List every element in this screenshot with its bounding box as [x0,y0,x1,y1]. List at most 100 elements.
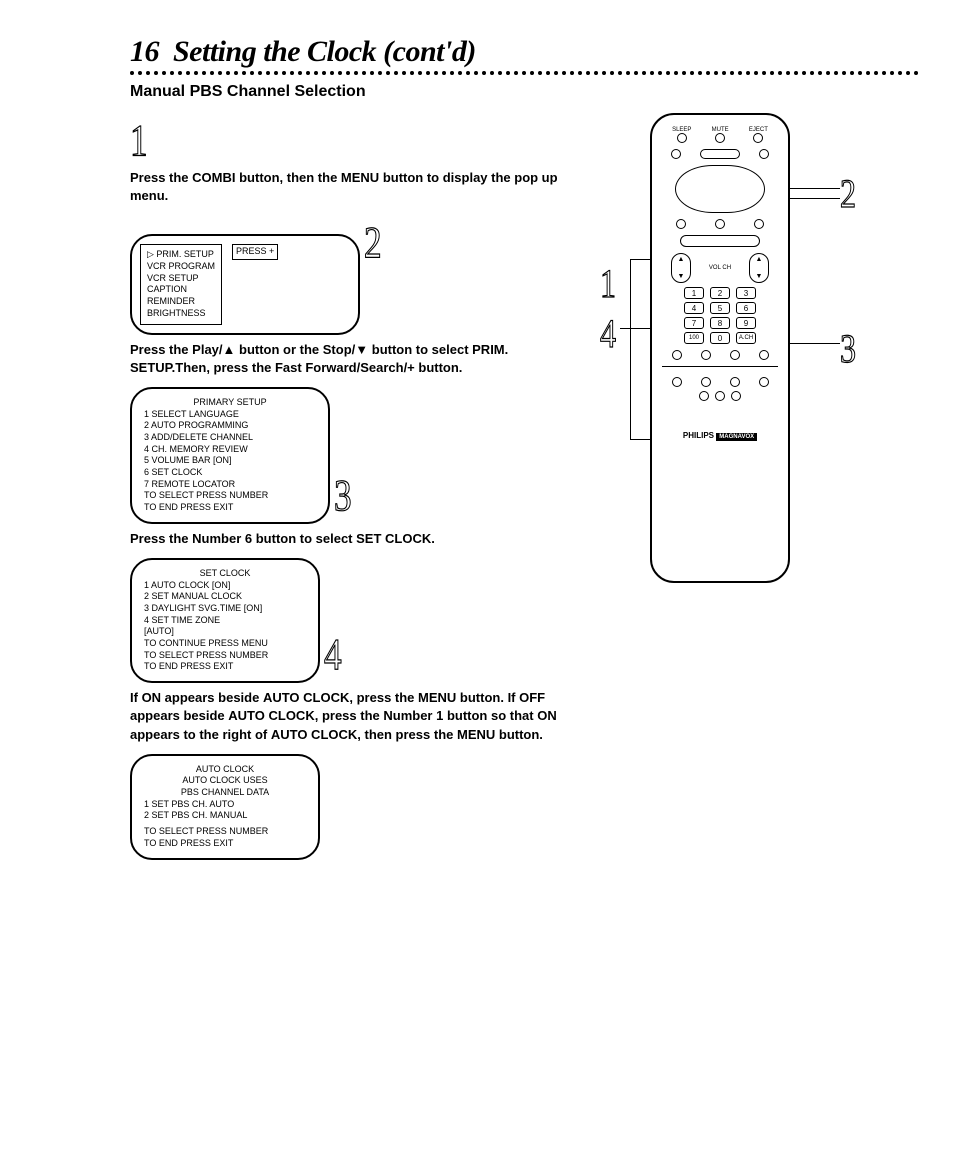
remote-top-row: SLEEP MUTE EJECT [662,127,778,145]
screen-subtitle: AUTO CLOCK USES [144,775,306,787]
menu-item: BRIGHTNESS [147,308,215,320]
menu-item: 2 SET PBS CH. MANUAL [144,810,306,822]
remote-control: SLEEP MUTE EJECT ▲▼ VOL CH ▲▼ [650,113,790,583]
oval-button [700,149,740,159]
menu-item: 5 VOLUME BAR [ON] [144,455,316,467]
circle-button [672,377,682,387]
screen-auto-clock: AUTO CLOCK AUTO CLOCK USES PBS CHANNEL D… [130,754,320,860]
num-7: 7 [684,317,704,329]
eject-button [753,133,763,143]
circle-button [699,391,709,401]
callout-4: 4 [600,314,616,354]
sleep-button [677,133,687,143]
menu-item: CAPTION [147,284,215,296]
dpad [675,165,765,213]
screen-title: SET CLOCK [144,568,306,580]
rocker-row: ▲▼ VOL CH ▲▼ [662,253,778,283]
menu-item: 3 ADD/DELETE CHANNEL [144,432,316,444]
mute-button [715,133,725,143]
leader-line [630,259,631,439]
brand-box: MAGNAVOX [716,433,757,441]
menu-item: 1 AUTO CLOCK [ON] [144,580,306,592]
dpad-shape [675,165,765,213]
screen-primary-setup: PRIMARY SETUP 1 SELECT LANGUAGE 2 AUTO P… [130,387,330,524]
menu-item: 4 CH. MEMORY REVIEW [144,444,316,456]
screen-popup-menu: ▷ PRIM. SETUP VCR PROGRAM VCR SETUP CAPT… [130,234,360,334]
circle-button [759,350,769,360]
circle-button [672,350,682,360]
num-3: 3 [736,287,756,299]
num-8: 8 [710,317,730,329]
num-2: 2 [710,287,730,299]
menu-item: VCR SETUP [147,273,215,285]
brand: PHILIPS MAGNAVOX [662,431,778,441]
num-4: 4 [684,302,704,314]
menu-item: REMINDER [147,296,215,308]
num-1: 1 [684,287,704,299]
divider [662,366,778,367]
screen-title: PRIMARY SETUP [144,397,316,409]
bottom-button-grid [662,377,778,401]
screen-subtitle: PBS CHANNEL DATA [144,787,306,799]
page-title-text: Setting the Clock (cont'd) [173,35,476,68]
step-number-2: 2 [364,221,382,265]
num-6: 6 [736,302,756,314]
numpad: 123 456 789 1000A.CH [662,287,778,344]
section-subtitle: Manual PBS Channel Selection [130,83,919,101]
page-number: 16 [130,35,159,68]
menu-item: 1 SET PBS CH. AUTO [144,799,306,811]
step-1-text: Press the COMBI button, then the MENU bu… [130,169,560,205]
menu-item: [AUTO] [144,626,306,638]
circle-button [731,391,741,401]
remote-row [662,350,778,360]
screen-footer: TO END PRESS EXIT [144,502,316,514]
screen-footer: TO END PRESS EXIT [144,661,306,673]
num-ach: A.CH [736,332,756,344]
menu-item: 1 SELECT LANGUAGE [144,409,316,421]
screen-footer: TO SELECT PRESS NUMBER [144,490,316,502]
right-column: 2 1 4 3 SLEEP MUTE EJECT [590,113,919,866]
menu-item: 2 AUTO PROGRAMMING [144,420,316,432]
circle-button [701,377,711,387]
num-0: 0 [710,332,730,344]
menu-item: 2 SET MANUAL CLOCK [144,591,306,603]
menu-list-box: ▷ PRIM. SETUP VCR PROGRAM VCR SETUP CAPT… [140,244,222,324]
circle-button [730,350,740,360]
num-100: 100 [684,332,704,344]
step-3-text: Press the Number 6 button to select SET … [130,530,560,548]
circle-button [715,219,725,229]
circle-button [730,377,740,387]
screen-footer: TO SELECT PRESS NUMBER [144,650,306,662]
step-4-text: If ON appears beside AUTO CLOCK, press t… [130,689,560,744]
circle-button [754,219,764,229]
vol-rocker: ▲▼ [671,253,691,283]
step-2-text: Press the Play/▲ button or the Stop/▼ bu… [130,341,560,377]
page-title: 16 Setting the Clock (cont'd) [130,35,919,69]
screen-footer: TO SELECT PRESS NUMBER [144,826,306,838]
remote-row [662,219,778,229]
left-column: 1 Press the COMBI button, then the MENU … [130,113,560,866]
screen-footer: TO CONTINUE PRESS MENU [144,638,306,650]
menu-item: VCR PROGRAM [147,261,215,273]
step-number-1: 1 [130,119,148,163]
divider-dotted [130,71,919,77]
circle-button [701,350,711,360]
step-number-4: 4 [324,633,342,677]
screen-title: AUTO CLOCK [144,764,306,776]
leader-line [785,188,840,189]
menu-item: 6 SET CLOCK [144,467,316,479]
num-5: 5 [710,302,730,314]
screen-set-clock: SET CLOCK 1 AUTO CLOCK [ON] 2 SET MANUAL… [130,558,320,683]
leader-line [785,343,840,344]
remote-row [662,149,778,159]
circle-button [676,219,686,229]
circle-button [759,149,769,159]
callout-2: 2 [840,174,856,214]
callout-3: 3 [840,329,856,369]
circle-button [671,149,681,159]
circle-button [759,377,769,387]
callout-1: 1 [600,264,616,304]
menu-item: ▷ PRIM. SETUP [147,249,215,261]
menu-item: 3 DAYLIGHT SVG.TIME [ON] [144,603,306,615]
menu-item: 4 SET TIME ZONE [144,615,306,627]
